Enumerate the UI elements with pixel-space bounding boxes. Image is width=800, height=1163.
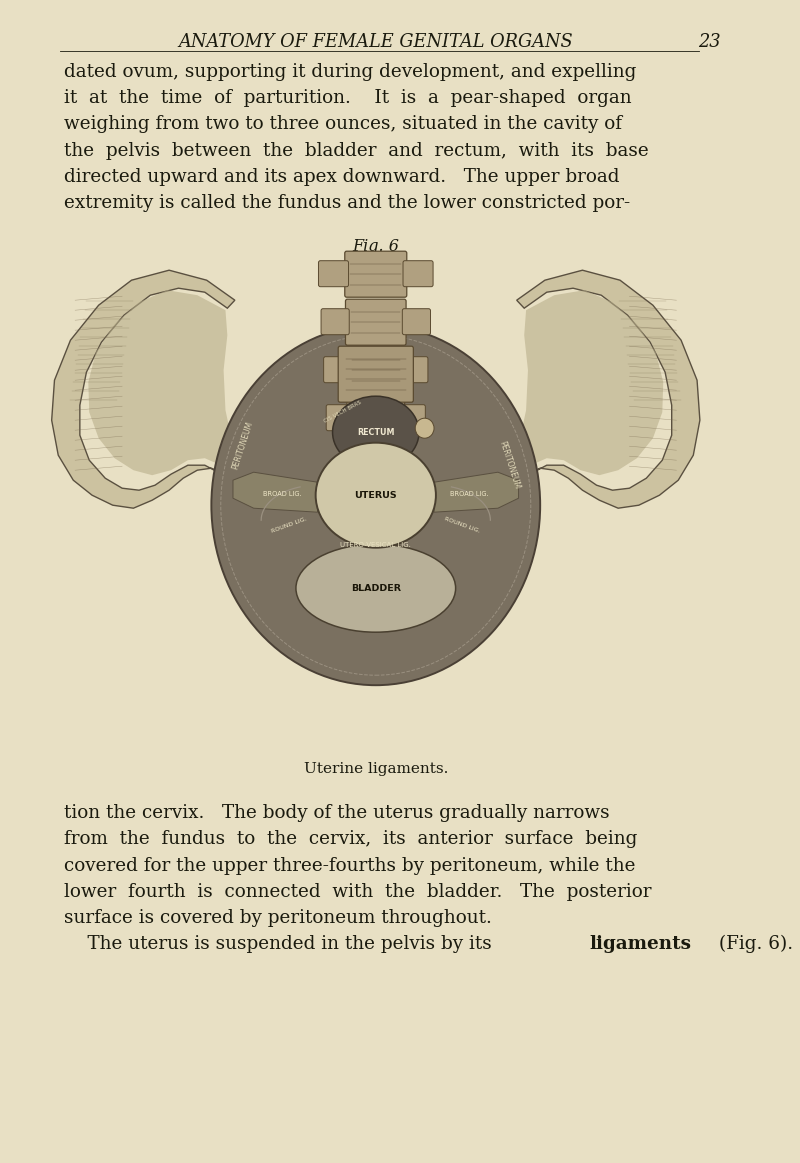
Text: RECTUM: RECTUM <box>357 428 394 436</box>
Bar <box>122 250 630 750</box>
FancyBboxPatch shape <box>402 357 428 383</box>
Ellipse shape <box>296 544 456 633</box>
Text: PERITONEUM: PERITONEUM <box>230 420 254 470</box>
FancyBboxPatch shape <box>345 251 406 298</box>
Text: tion the cervix.   The body of the uterus gradually narrows: tion the cervix. The body of the uterus … <box>64 804 610 822</box>
Text: the  pelvis  between  the  bladder  and  rectum,  with  its  base: the pelvis between the bladder and rectu… <box>64 142 649 159</box>
FancyBboxPatch shape <box>403 261 433 287</box>
FancyBboxPatch shape <box>338 347 414 402</box>
Text: from  the  fundus  to  the  cervix,  its  anterior  surface  being: from the fundus to the cervix, its anter… <box>64 830 638 848</box>
Text: ligaments: ligaments <box>590 935 691 954</box>
FancyBboxPatch shape <box>347 395 405 441</box>
FancyBboxPatch shape <box>326 405 350 430</box>
Text: ROUND LIG.: ROUND LIG. <box>444 516 481 534</box>
Text: directed upward and its apex downward.   The upper broad: directed upward and its apex downward. T… <box>64 167 619 186</box>
FancyBboxPatch shape <box>402 308 430 335</box>
Ellipse shape <box>333 397 419 469</box>
Text: (Fig. 6).: (Fig. 6). <box>713 935 794 954</box>
Polygon shape <box>512 270 700 508</box>
FancyBboxPatch shape <box>324 357 350 383</box>
Text: lower  fourth  is  connected  with  the  bladder.   The  posterior: lower fourth is connected with the bladd… <box>64 883 651 901</box>
Text: Uterine ligaments.: Uterine ligaments. <box>303 762 448 776</box>
Text: covered for the upper three-fourths by peritoneum, while the: covered for the upper three-fourths by p… <box>64 857 635 875</box>
Text: BLADDER: BLADDER <box>350 584 401 593</box>
FancyBboxPatch shape <box>346 299 406 345</box>
Text: UTERO-VESICAL LIG.: UTERO-VESICAL LIG. <box>340 542 411 548</box>
Text: it  at  the  time  of  parturition.    It  is  a  pear-shaped  organ: it at the time of parturition. It is a p… <box>64 90 631 107</box>
FancyBboxPatch shape <box>401 405 426 430</box>
Text: UTERUS: UTERUS <box>354 491 397 500</box>
Text: weighing from two to three ounces, situated in the cavity of: weighing from two to three ounces, situa… <box>64 115 622 134</box>
Text: BROAD LIG.: BROAD LIG. <box>450 491 489 498</box>
Polygon shape <box>88 291 235 483</box>
Text: BROAD LIG.: BROAD LIG. <box>262 491 301 498</box>
FancyBboxPatch shape <box>346 348 406 393</box>
Text: ROUND LIG.: ROUND LIG. <box>271 516 308 534</box>
Text: ANATOMY OF FEMALE GENITAL ORGANS: ANATOMY OF FEMALE GENITAL ORGANS <box>178 33 573 51</box>
Polygon shape <box>52 270 239 508</box>
Text: The uterus is suspended in the pelvis by its: The uterus is suspended in the pelvis by… <box>64 935 498 954</box>
FancyBboxPatch shape <box>321 308 350 335</box>
Polygon shape <box>233 472 318 512</box>
Text: surface is covered by peritoneum throughout.: surface is covered by peritoneum through… <box>64 909 492 927</box>
Ellipse shape <box>316 443 436 548</box>
Text: PERITONEUM: PERITONEUM <box>497 440 521 491</box>
Text: dated ovum, supporting it during development, and expelling: dated ovum, supporting it during develop… <box>64 63 636 81</box>
Text: extremity is called the fundus and the lower constricted por-: extremity is called the fundus and the l… <box>64 194 630 212</box>
Ellipse shape <box>211 326 540 685</box>
Text: Fig. 6: Fig. 6 <box>352 238 399 255</box>
Polygon shape <box>517 291 663 483</box>
FancyBboxPatch shape <box>318 261 349 287</box>
Polygon shape <box>434 472 518 512</box>
Text: 23: 23 <box>698 33 721 51</box>
Text: CIS VECH BRAS: CIS VECH BRAS <box>323 400 362 424</box>
Circle shape <box>415 419 434 438</box>
